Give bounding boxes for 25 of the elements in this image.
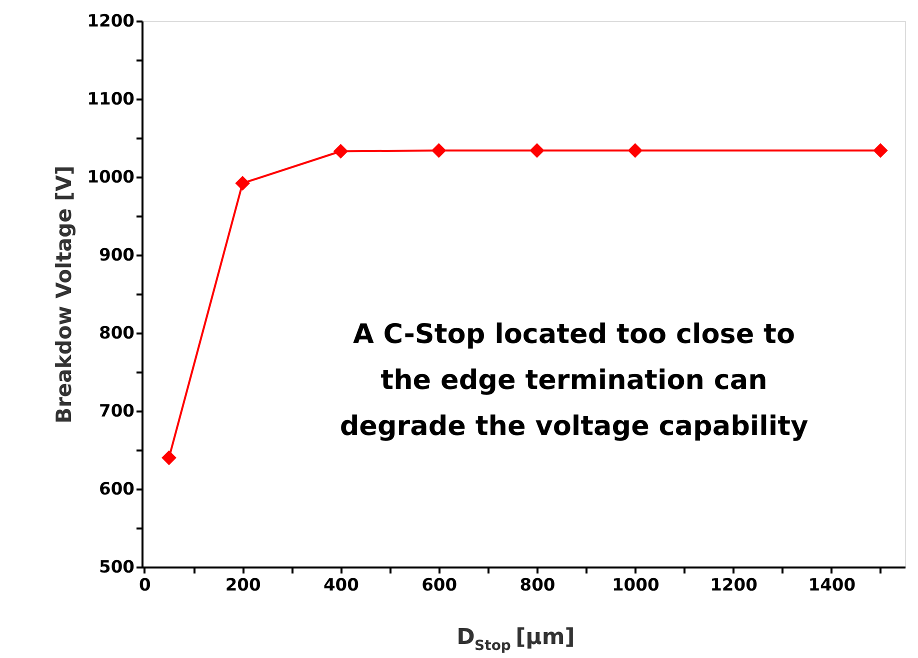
x-tick-label: 0 xyxy=(139,576,152,596)
point xyxy=(431,143,446,158)
x-tick-label: 1400 xyxy=(808,576,856,596)
y-tick-label: 1000 xyxy=(87,168,135,188)
y-axis-title: Breakdow Voltage [V] xyxy=(52,166,76,424)
y-tick-label: 900 xyxy=(99,246,135,266)
x-tick-label: 600 xyxy=(422,576,458,596)
point xyxy=(628,143,643,158)
point xyxy=(873,143,888,158)
y-tick-label: 800 xyxy=(99,324,135,344)
y-tick-label: 1100 xyxy=(87,90,135,110)
y-tick-label: 700 xyxy=(99,402,135,422)
y-tick-label: 1200 xyxy=(87,12,135,32)
y-tick-label: 500 xyxy=(99,558,135,578)
point xyxy=(162,450,176,466)
x-tick-label: 1200 xyxy=(710,576,758,596)
point xyxy=(333,144,348,159)
x-tick-label: 800 xyxy=(520,576,556,596)
x-tick-label: 1000 xyxy=(612,576,660,596)
x-tick-label: 200 xyxy=(225,576,261,596)
point xyxy=(530,143,544,158)
point xyxy=(235,176,250,191)
annotation: A C-Stop located too close to the edge termination can degrade the voltage capability xyxy=(340,319,809,442)
y-tick-label: 600 xyxy=(99,480,135,500)
x-tick-label: 400 xyxy=(323,576,360,596)
